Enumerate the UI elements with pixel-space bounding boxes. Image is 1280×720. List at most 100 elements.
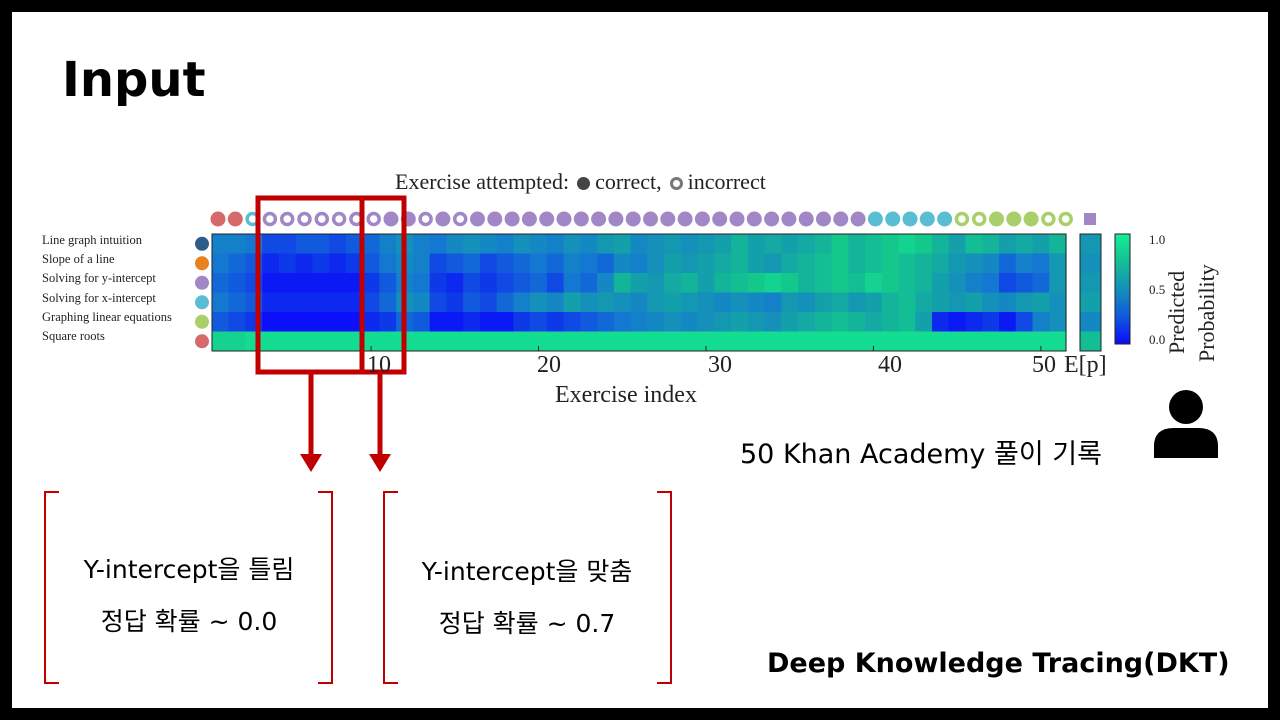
heatmap-cell [680, 253, 699, 274]
heatmap-cell [965, 253, 983, 274]
heatmap-cell [212, 292, 230, 313]
heatmap-cell [446, 273, 464, 293]
skill-label: Solving for y-intercept [42, 271, 156, 285]
heatmap-cell [731, 331, 749, 352]
dkt-heatmap-chart [44, 195, 1131, 684]
heatmap-cell [312, 312, 330, 332]
heatmap-cell [999, 292, 1017, 313]
heatmap-cell [613, 253, 632, 274]
heatmap-cell [496, 234, 515, 254]
heatmap-cell [563, 273, 581, 293]
attempt-dot [591, 211, 607, 227]
attempt-dot [539, 211, 555, 227]
heatmap-cell [898, 331, 916, 352]
heatmap-cell [1015, 292, 1034, 313]
heatmap-cell [731, 273, 749, 293]
skill-label: Slope of a line [42, 252, 115, 266]
skill-dot-icon [195, 295, 209, 310]
attempt-dot [521, 211, 537, 227]
attempt-dot [556, 211, 572, 227]
attempt-dot [1041, 211, 1056, 227]
heatmap-cell [362, 234, 381, 254]
heatmap-cell [446, 253, 464, 274]
heatmap-cell [513, 273, 531, 293]
heatmap-cell [680, 312, 699, 332]
skill-label: Line graph intuition [42, 233, 142, 247]
heatmap-cell [312, 292, 330, 313]
heatmap-cell [362, 312, 381, 332]
heatmap-cell [664, 331, 682, 352]
heatmap-cell [496, 292, 515, 313]
attempt-dot [1023, 211, 1039, 227]
heatmap-cell [513, 331, 531, 352]
heatmap-cell [580, 312, 598, 332]
heatmap-cell [597, 253, 615, 274]
heatmap-cell [630, 331, 648, 352]
heatmap-cell [865, 234, 883, 254]
incorrect-ring-icon [669, 177, 683, 190]
heatmap-cell [714, 253, 732, 274]
attempt-dot [1058, 211, 1073, 227]
heatmap-cell [764, 273, 782, 293]
heatmap-cell [379, 273, 397, 293]
colorbar-title-line: Predicted [1164, 270, 1189, 354]
heatmap-cell [647, 273, 665, 293]
heatmap-cell [714, 312, 732, 332]
heatmap-cell [228, 292, 247, 313]
heatmap-cell [714, 292, 732, 313]
heatmap-cell [999, 234, 1017, 254]
heatmap-cell [412, 273, 431, 293]
correct-dot-icon [577, 177, 591, 190]
heatmap-cell [1049, 292, 1067, 313]
heatmap-cell [262, 312, 280, 332]
colorbar [1114, 233, 1131, 345]
heatmap-cell [580, 253, 598, 274]
heatmap-cell [362, 253, 381, 274]
attempt-dot [781, 211, 797, 227]
heatmap-cell [546, 273, 565, 293]
heatmap-cell [1032, 253, 1050, 274]
heatmap-cell [513, 234, 531, 254]
heatmap-cell [479, 312, 498, 332]
heatmap-cell [747, 292, 766, 313]
heatmap-cell [379, 292, 397, 313]
heatmap-cell [831, 234, 849, 254]
attempt-dot [487, 211, 503, 227]
heatmap-cell [898, 234, 916, 254]
heatmap-cell [613, 273, 632, 293]
heatmap-cell [1049, 331, 1067, 352]
heatmap-cell [747, 331, 766, 352]
heatmap-cell [664, 312, 682, 332]
x-tick-label: 40 [878, 352, 902, 378]
highlight-box-correct [359, 195, 407, 375]
attempt-dot [452, 211, 468, 227]
heatmap-cell [278, 234, 297, 254]
heatmap-cell [379, 331, 397, 352]
heatmap-cell [312, 331, 330, 352]
heatmap-cell [747, 234, 766, 254]
heatmap-cell [278, 273, 297, 293]
heatmap-cell [982, 331, 1000, 352]
heatmap-cell [580, 234, 598, 254]
heatmap-cell [781, 253, 799, 274]
heatmap-cell [345, 312, 364, 332]
heatmap-cell [747, 273, 766, 293]
heatmap-cell [530, 234, 548, 254]
heatmap-cell [446, 331, 464, 352]
heatmap-cell [496, 273, 515, 293]
heatmap-cell [295, 253, 314, 274]
heatmap-cell [446, 312, 464, 332]
heatmap-cell [496, 253, 515, 274]
heatmap-cell [429, 331, 448, 352]
heatmap-cell [781, 292, 799, 313]
heatmap-cell [212, 253, 230, 274]
heatmap-cell [982, 273, 1000, 293]
heatmap-cell [831, 331, 849, 352]
heatmap-cell [881, 253, 900, 274]
skill-dot-icon [195, 236, 209, 251]
heatmap-cell [647, 312, 665, 332]
heatmap-cell [228, 234, 247, 254]
heatmap-cell [329, 273, 347, 293]
heatmap-cell [948, 234, 967, 254]
attempt-dot [1006, 211, 1022, 227]
